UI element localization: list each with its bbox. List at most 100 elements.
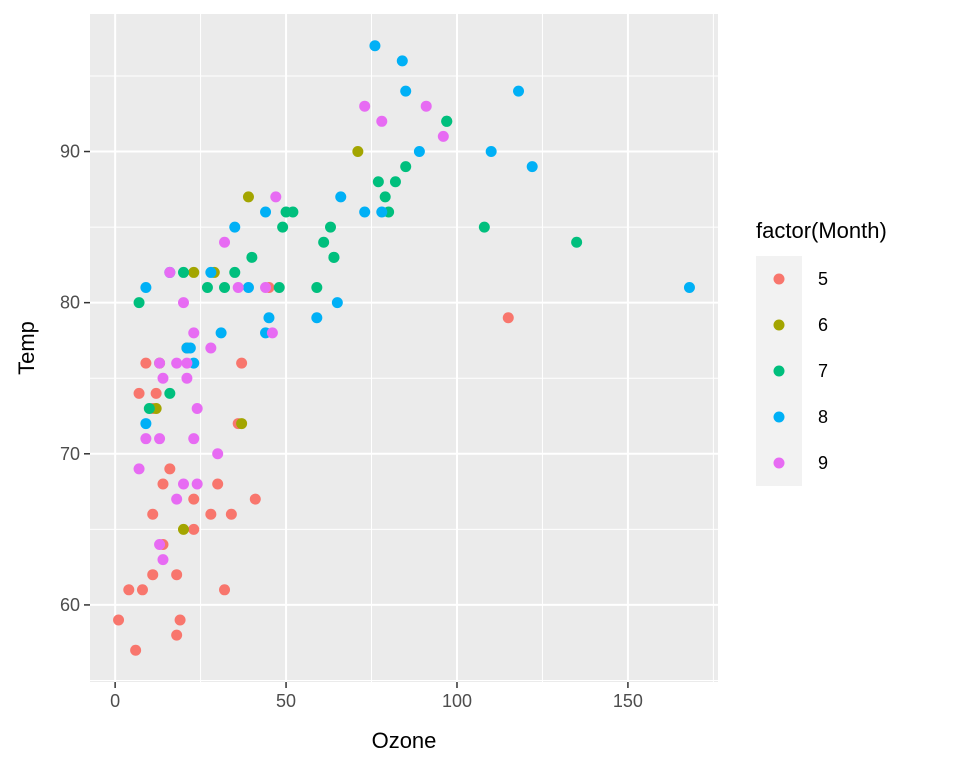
legend-key-month-7: [773, 365, 785, 377]
data-point-month-9: [270, 191, 282, 203]
y-axis-title: Temp: [14, 321, 39, 375]
data-point-month-5: [133, 387, 145, 399]
data-point-month-6: [352, 146, 364, 158]
data-point-month-7: [400, 161, 412, 173]
major-gridlines: [90, 14, 718, 682]
data-point-month-8: [260, 206, 272, 218]
data-point-month-5: [140, 357, 152, 369]
data-point-month-7: [441, 115, 453, 127]
data-point-month-9: [154, 357, 166, 369]
x-axis: 0 50 100 150: [110, 682, 643, 711]
data-point-month-7: [379, 191, 391, 203]
data-point-month-5: [225, 508, 237, 520]
data-point-month-7: [177, 266, 189, 278]
data-point-month-7: [164, 387, 176, 399]
data-point-month-5: [502, 312, 514, 324]
data-point-month-8: [485, 146, 497, 158]
data-point-month-5: [150, 387, 162, 399]
data-point-month-9: [133, 463, 145, 475]
data-point-month-9: [164, 266, 176, 278]
data-point-month-9: [191, 478, 203, 490]
data-point-month-7: [311, 282, 323, 294]
data-point-month-9: [359, 100, 371, 112]
data-point-month-7: [133, 297, 145, 309]
data-point-month-9: [177, 478, 189, 490]
data-point-month-8: [413, 146, 425, 158]
data-point-month-9: [260, 282, 272, 294]
data-point-month-9: [191, 402, 203, 414]
data-point-month-8: [376, 206, 388, 218]
data-point-month-7: [246, 251, 258, 263]
legend-items: 5 6 7 8 9: [773, 269, 828, 473]
data-point-month-9: [266, 327, 278, 339]
data-point-month-9: [188, 433, 200, 445]
data-point-month-7: [143, 402, 155, 414]
data-point-month-7: [229, 266, 241, 278]
data-point-month-6: [188, 266, 200, 278]
data-point-month-9: [376, 115, 388, 127]
data-point-month-7: [372, 176, 384, 188]
data-point-month-8: [335, 191, 347, 203]
x-tick-label: 100: [442, 691, 472, 711]
legend-key-month-8: [773, 411, 785, 423]
data-point-month-5: [188, 523, 200, 535]
data-point-month-5: [136, 584, 148, 596]
data-point-month-8: [396, 55, 408, 67]
data-point-month-9: [171, 357, 183, 369]
data-point-month-5: [219, 584, 231, 596]
data-point-month-9: [181, 372, 193, 384]
data-point-month-6: [242, 191, 254, 203]
data-point-month-8: [369, 40, 381, 52]
data-point-month-5: [174, 614, 186, 626]
data-point-month-8: [140, 282, 152, 294]
data-point-month-5: [249, 493, 261, 505]
y-tick-label: 60: [60, 595, 80, 615]
data-point-month-9: [154, 433, 166, 445]
data-point-month-8: [400, 85, 412, 97]
data-point-month-9: [177, 297, 189, 309]
data-point-month-5: [205, 508, 217, 520]
data-point-month-7: [318, 236, 330, 248]
minor-gridlines: [90, 14, 718, 682]
data-point-month-8: [242, 282, 254, 294]
legend-label-month-8: 8: [818, 407, 828, 427]
data-point-month-9: [420, 100, 432, 112]
data-point-month-9: [188, 327, 200, 339]
legend-label-month-7: 7: [818, 361, 828, 381]
data-point-month-5: [123, 584, 135, 596]
legend-key-month-6: [773, 319, 785, 331]
data-point-month-8: [181, 342, 193, 354]
data-point-month-7: [277, 221, 289, 233]
data-point-month-5: [171, 629, 183, 641]
legend-label-month-5: 5: [818, 269, 828, 289]
data-point-month-5: [113, 614, 125, 626]
data-point-month-7: [478, 221, 490, 233]
legend-title: factor(Month): [756, 218, 887, 243]
data-point-month-7: [201, 282, 213, 294]
data-point-month-9: [232, 282, 244, 294]
data-point-month-9: [157, 372, 169, 384]
data-point-month-5: [171, 569, 183, 581]
x-tick-label: 50: [276, 691, 296, 711]
data-point-month-9: [140, 433, 152, 445]
data-point-month-5: [147, 508, 159, 520]
data-points: [113, 40, 695, 656]
data-point-month-5: [188, 493, 200, 505]
data-point-month-9: [205, 342, 217, 354]
legend-label-month-6: 6: [818, 315, 828, 335]
data-point-month-8: [229, 221, 241, 233]
x-tick-label: 150: [613, 691, 643, 711]
data-point-month-5: [164, 463, 176, 475]
data-point-month-5: [236, 357, 248, 369]
data-point-month-6: [236, 418, 248, 430]
data-point-month-7: [280, 206, 292, 218]
data-point-month-8: [263, 312, 275, 324]
data-point-month-8: [215, 327, 227, 339]
legend-label-month-9: 9: [818, 453, 828, 473]
legend-key-month-5: [773, 273, 785, 285]
data-point-month-9: [212, 448, 224, 460]
y-tick-label: 80: [60, 293, 80, 313]
data-point-month-8: [140, 418, 152, 430]
legend: factor(Month) 5 6 7 8 9: [756, 218, 887, 486]
